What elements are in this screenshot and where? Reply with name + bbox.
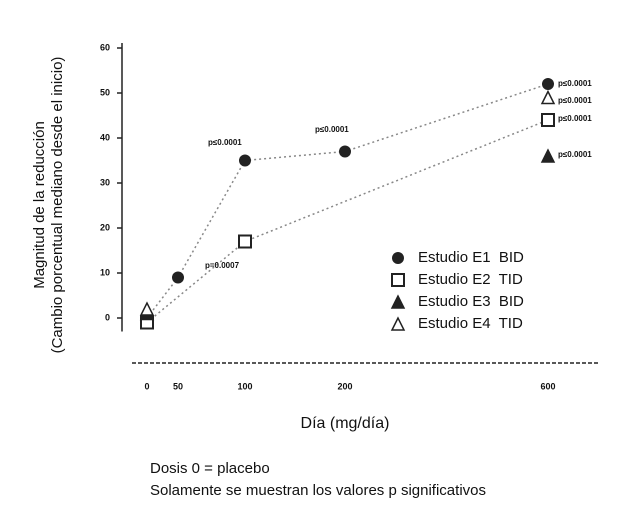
marker <box>239 154 251 167</box>
marker <box>391 273 405 287</box>
annotation: p≤0.0001 <box>208 138 242 147</box>
marker <box>542 78 554 90</box>
x-axis-label: Día (mg/día) <box>301 415 390 432</box>
legend-label: Estudio E4 TID <box>418 315 523 332</box>
annotation: p≤0.0001 <box>558 150 592 159</box>
legend-label: Estudio E1 BID <box>418 249 524 266</box>
marker <box>238 234 252 249</box>
y-axis-label: (Cambio porcentual mediano desde el inic… <box>49 57 66 354</box>
legend-label: Estudio E3 BID <box>418 293 524 310</box>
legend-label: Estudio E2 TID <box>418 271 523 288</box>
y-tick-label: 30 <box>100 177 110 187</box>
annotation: p≤0.0001 <box>558 79 592 88</box>
footnote: Dosis 0 = placebo <box>150 460 270 477</box>
marker <box>139 301 155 316</box>
marker <box>390 316 406 331</box>
y-tick-label: 10 <box>100 267 110 277</box>
annotation: p≤0.0001 <box>558 114 592 123</box>
y-tick-label: 20 <box>100 222 110 232</box>
marker <box>339 145 351 158</box>
marker <box>541 113 555 127</box>
marker <box>540 148 556 163</box>
annotation: p≤0.0001 <box>315 125 349 134</box>
y-tick-label: 40 <box>100 132 110 142</box>
x-tick-label: 600 <box>540 381 555 391</box>
y-tick-label: 0 <box>105 312 110 322</box>
marker <box>392 252 404 264</box>
x-tick-label: 0 <box>144 381 149 391</box>
x-tick-label: 50 <box>173 381 183 391</box>
marker <box>540 89 556 105</box>
annotation: p=0.0007 <box>205 261 240 270</box>
annotation: p≤0.0001 <box>558 96 592 105</box>
y-tick-label: 50 <box>100 87 110 97</box>
footnote: Solamente se muestran los valores p sign… <box>150 482 486 499</box>
x-tick-label: 100 <box>237 381 252 391</box>
marker <box>390 294 406 309</box>
x-tick-label: 200 <box>337 381 352 391</box>
marker <box>172 271 184 284</box>
y-axis-label: Magnitud de la reducción <box>31 121 48 289</box>
y-tick-label: 60 <box>100 42 110 52</box>
